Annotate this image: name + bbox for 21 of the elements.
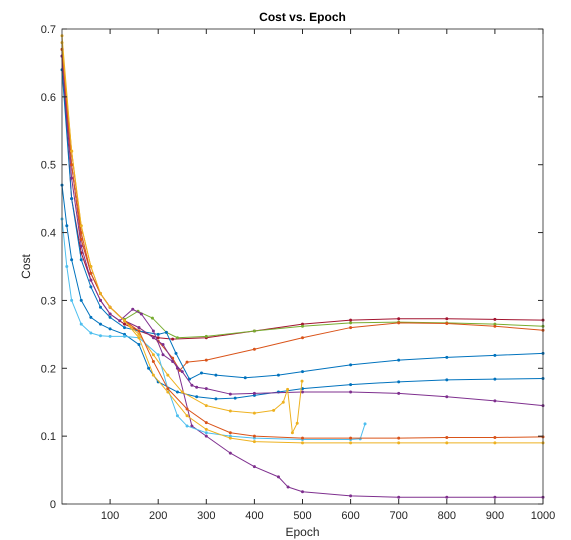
y-tick-label: 0.1 [40,431,56,444]
x-tick-label: 600 [341,510,360,522]
y-tick-label: 0.7 [40,24,56,36]
x-tick-label: 200 [149,510,168,522]
y-tick-label: 0.5 [40,160,56,172]
y-tick-label: 0.6 [40,92,56,104]
y-axis-title: Cost [19,254,33,279]
x-tick-label: 500 [293,510,312,522]
x-tick-label: 1000 [530,510,556,522]
x-tick-label: 100 [100,510,120,522]
y-tick-label: 0.2 [40,363,56,376]
x-axis-title: Epoch [285,525,320,539]
x-tick-label: 400 [245,510,264,522]
x-tick-label: 700 [390,510,408,522]
chart-title: Cost vs. Epoch [259,10,346,24]
x-tick-label: 800 [438,510,456,522]
y-tick-label: 0.3 [40,295,56,308]
x-tick-label: 300 [197,510,216,522]
y-tick-label: 0.4 [40,228,56,240]
x-tick-label: 900 [486,510,504,522]
y-tick-label: 0 [50,499,56,511]
